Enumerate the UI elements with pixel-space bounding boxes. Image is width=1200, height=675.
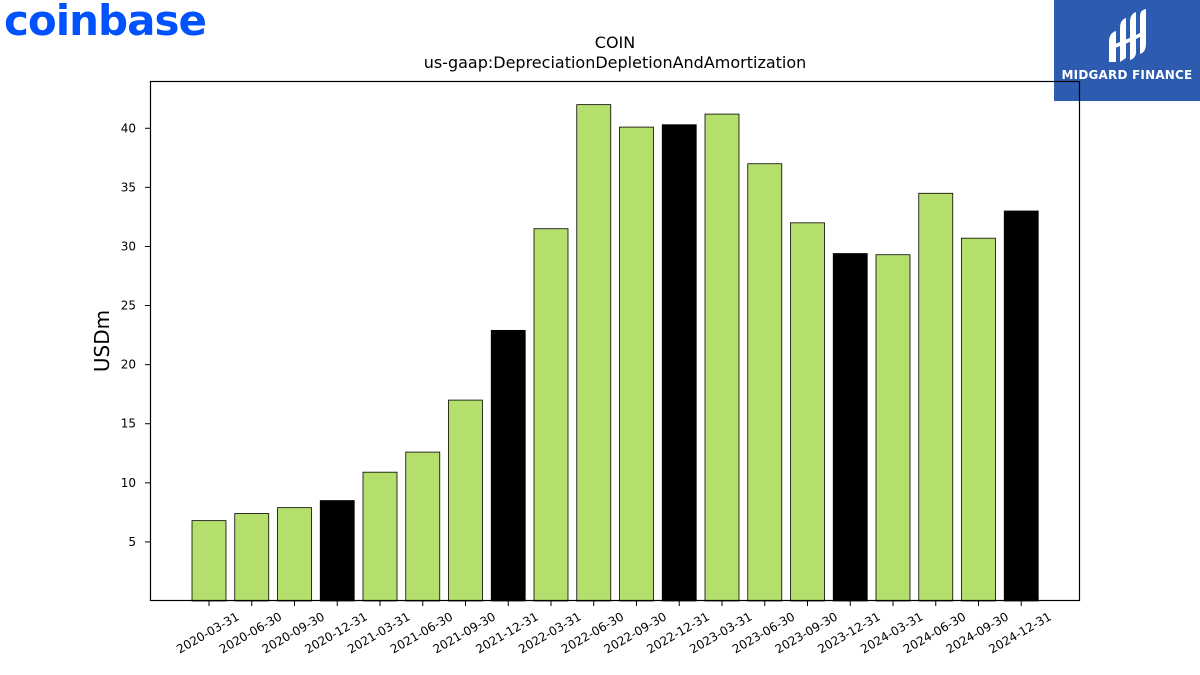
bar-2023-03-31	[704, 113, 740, 602]
bar-2020-06-30	[234, 513, 270, 602]
bar-2021-06-30	[405, 451, 441, 602]
bar-2020-12-31	[319, 500, 355, 602]
y-tick-label: 35	[121, 180, 136, 194]
bar-2021-09-30	[448, 399, 483, 602]
bars-group	[191, 104, 1039, 602]
y-axis: 5 10 15 20 25 30 35 40	[121, 121, 150, 549]
bar-2020-09-30	[277, 507, 312, 602]
bar-2023-12-31	[832, 253, 868, 602]
bar-2024-09-30	[961, 237, 996, 602]
bar-2022-12-31	[661, 124, 697, 602]
bar-2024-06-30	[918, 192, 954, 602]
bar-2024-12-31	[1003, 210, 1039, 602]
midgard-finance-logo: MIDGARD FINANCE	[1054, 0, 1200, 101]
bar-2024-03-31	[875, 254, 911, 602]
bar-2021-03-31	[362, 471, 398, 602]
y-axis-label: USDm	[90, 310, 114, 372]
y-tick-label: 30	[121, 239, 136, 253]
plot-frame	[149, 80, 1081, 602]
bar-2022-09-30	[619, 126, 654, 602]
bar-2022-03-31	[533, 228, 569, 602]
y-tick-label: 15	[121, 417, 136, 431]
bar-2022-06-30	[576, 104, 612, 602]
y-tick-label: 10	[121, 476, 136, 490]
y-tick-label: 20	[121, 358, 136, 372]
y-tick-label: 5	[128, 535, 136, 549]
coinbase-logo: coinbase	[4, 0, 207, 45]
y-tick-label: 25	[121, 299, 136, 313]
bar-2020-03-31	[191, 520, 227, 602]
chart-title: COIN	[594, 33, 636, 52]
midgard-emblem-icon	[1109, 9, 1146, 62]
bar-2021-12-31	[490, 329, 526, 602]
midgard-finance-text: MIDGARD FINANCE	[1061, 68, 1193, 82]
x-axis: 2020-03-312020-06-302020-09-302020-12-31…	[174, 601, 1054, 656]
bar-2023-09-30	[790, 222, 825, 602]
chart-subtitle: us-gaap:DepreciationDepletionAndAmortiza…	[423, 53, 807, 72]
bar-2023-06-30	[747, 163, 783, 602]
y-tick-label: 40	[121, 121, 136, 135]
